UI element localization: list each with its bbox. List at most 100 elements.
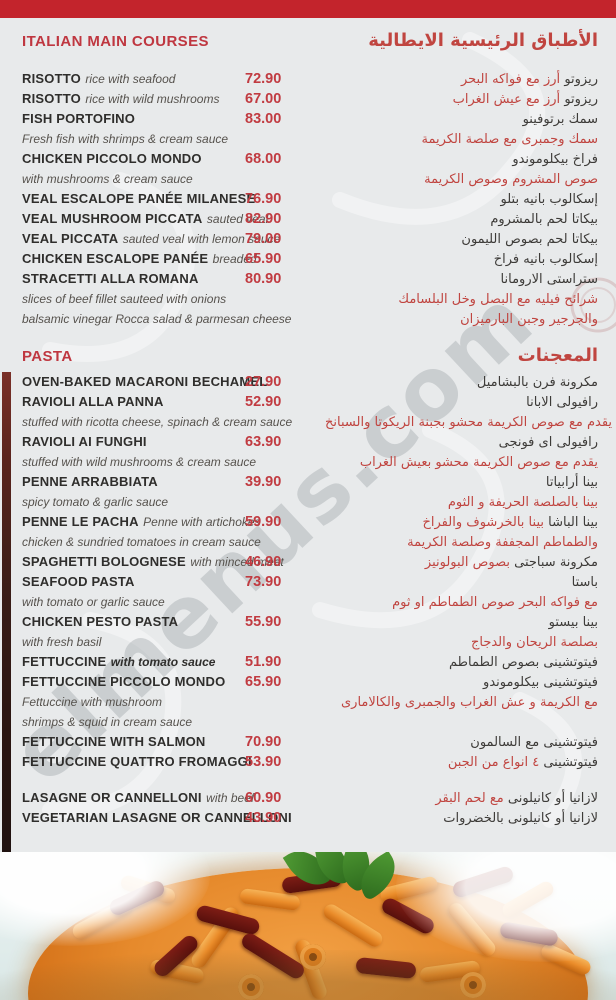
item-name: SEAFOOD PASTA xyxy=(22,574,135,589)
menu-item-desc-row: with fresh basil بصلصة الريحان والدجاج xyxy=(22,632,598,652)
section-gap xyxy=(22,772,598,788)
menu-section: ITALIAN MAIN COURSES الأطباق الرئيسية الا… xyxy=(22,30,598,329)
item-subtext-ar: شرائح فيليه مع البصل وخل البلسامك xyxy=(398,292,598,307)
menu-item-row: CHICKEN ESCALOPE PANÉE breaded 65.90 إسكال… xyxy=(22,249,598,269)
menu-item-desc-row: Fettuccine with mushroom مع الكريمة و عش … xyxy=(22,692,598,712)
item-name-ar: رافيولى اى فونجى xyxy=(498,435,598,450)
section-title-en: PASTA xyxy=(22,348,73,365)
left-photo-edge-strip xyxy=(2,372,11,854)
item-price: 27.90 xyxy=(245,374,282,390)
item-desc: with beef xyxy=(206,791,255,805)
item-name: VEAL PICCATA xyxy=(22,231,119,246)
item-desc: sauted veal xyxy=(206,212,269,226)
item-arabic-cell: إسكالوب بانيه بتلو xyxy=(325,190,598,210)
item-english-cell: RAVIOLI AI FUNGHI xyxy=(22,432,245,452)
item-name: RISOTTO xyxy=(22,71,81,86)
item-name-ar: باستا xyxy=(571,575,598,590)
item-price: 51.90 xyxy=(245,654,282,670)
item-name: LASAGNE OR CANNELLONI xyxy=(22,790,202,805)
penne-tube xyxy=(460,972,486,998)
item-subtext: spicy tomato & garlic sauce xyxy=(22,495,169,509)
menu-item-row: RISOTTO rice with seafood 72.90 ريزوتو أرز… xyxy=(22,69,598,89)
item-subtext: Fresh fish with shrimps & cream sauce xyxy=(22,132,229,146)
item-price: 55.90 xyxy=(245,614,282,630)
item-arabic-cell: إسكالوب بانيه فراخ xyxy=(325,250,598,270)
item-arabic-cell: مع الكريمة و عش الغراب والجمبرى والكالام… xyxy=(325,693,598,713)
item-name-ar: رافيولى الابانا xyxy=(526,395,598,410)
item-price: 79.00 xyxy=(245,231,282,247)
item-price: 70.90 xyxy=(245,734,282,750)
item-price: 59.90 xyxy=(245,514,282,530)
item-name-ar: ستراستى الارومانا xyxy=(500,272,598,287)
item-arabic-cell: مكرونة سباجتى بصوص البولونيز xyxy=(325,553,598,573)
item-name-ar: مكرونة سباجتى xyxy=(514,555,598,570)
item-desc-ar: بينا بالخرشوف والفراخ xyxy=(422,515,544,530)
item-price: 83.00 xyxy=(245,111,282,127)
dish-photo xyxy=(0,852,616,1000)
item-english-cell: RAVIOLI ALLA PANNA xyxy=(22,392,245,412)
item-name-ar: بينا الباشا xyxy=(548,515,598,530)
item-price: 46.90 xyxy=(245,554,282,570)
item-desc-ar: أرز مع فواكه البحر xyxy=(460,72,561,87)
item-desc-ar: ٤ انواع من الجبن xyxy=(447,755,540,770)
item-arabic-cell: فيتوتشينى بصوص الطماطم xyxy=(325,653,598,673)
item-price: 63.90 xyxy=(245,434,282,450)
item-arabic-cell: مع فواكه البحر صوص الطماطم او ثوم xyxy=(325,593,598,613)
item-subtext: shrimps & squid in cream sauce xyxy=(22,715,193,729)
item-subtext: stuffed with wild mushrooms & cream sauc… xyxy=(22,455,257,469)
menu-item-row: CHICKEN PESTO PASTA 55.90 بينا بيستو xyxy=(22,612,598,632)
menu-content: ITALIAN MAIN COURSES الأطباق الرئيسية الا… xyxy=(22,30,612,828)
item-arabic-cell: باستا xyxy=(325,573,598,593)
item-desc-ar: بصوص البولونيز xyxy=(424,555,510,570)
item-price: 65.90 xyxy=(245,674,282,690)
item-subtext: slices of beef fillet sauteed with onion… xyxy=(22,292,227,306)
section-header: ITALIAN MAIN COURSES الأطباق الرئيسية الا… xyxy=(22,30,598,51)
menu-item-row: FETTUCCINE WITH SALMON 70.90 فيتوتشينى مع … xyxy=(22,732,598,752)
menu-section: PASTA المعجنات OVEN-BAKED MACARONI BECHAME… xyxy=(22,345,612,828)
item-name-ar: سمك برتوفينو xyxy=(522,112,598,127)
menu-item-row: CHICKEN PICCOLO MONDO 68.00 فراخ بيكلوموند… xyxy=(22,149,598,169)
item-english-cell: STRACETTI ALLA ROMANA xyxy=(22,269,245,289)
item-desc: breaded xyxy=(212,252,257,266)
item-name: RAVIOLI AI FUNGHI xyxy=(22,434,147,449)
item-english-cell: SEAFOOD PASTA xyxy=(22,572,245,592)
item-price: 60.90 xyxy=(245,790,282,806)
item-name: PENNE ARRABBIATA xyxy=(22,474,158,489)
item-english-cell: FETTUCCINE QUATTRO FROMAGGI xyxy=(22,752,252,772)
item-english-cell: RISOTTO rice with wild mushrooms xyxy=(22,89,245,109)
item-arabic-cell: رافيولى الابانا xyxy=(325,393,598,413)
plate-bottom-shadow xyxy=(0,950,616,1000)
item-arabic-cell: يقدم مع صوص الكريمة محشو بجبنة الريكوتا … xyxy=(325,413,612,433)
item-name-ar: إسكالوب بانيه فراخ xyxy=(493,252,598,267)
item-subtext-ar: صوص المشروم وصوص الكريمة xyxy=(424,172,598,187)
item-name: CHICKEN PESTO PASTA xyxy=(22,614,179,629)
item-name: FETTUCCINE WITH SALMON xyxy=(22,734,206,749)
item-arabic-cell: بينا بالصلصة الحريفة و الثوم xyxy=(325,493,598,513)
item-subtext-ar: يقدم مع صوص الكريمة محشو بجبنة الريكوتا … xyxy=(325,415,613,430)
item-subtext-ar: سمك وجمبرى مع صلصة الكريمة xyxy=(421,132,599,147)
item-name-ar: بينا بيستو xyxy=(548,615,598,630)
penne-tube xyxy=(238,974,264,1000)
item-price: 80.90 xyxy=(245,271,282,287)
item-arabic-cell: بينا أرابياتا xyxy=(325,473,598,493)
menu-item-desc-row: balsamic vinegar Rocca salad & parmesan … xyxy=(22,309,598,329)
item-name-ar: ريزوتو xyxy=(564,92,598,107)
item-name: FISH PORTOFINO xyxy=(22,111,136,126)
item-subtext-ar: بينا بالصلصة الحريفة و الثوم xyxy=(447,495,598,510)
item-arabic-cell: والطماطم المجففة وصلصة الكريمة xyxy=(325,533,598,553)
item-name: FETTUCCINE PICCOLO MONDO xyxy=(22,674,226,689)
menu-item-desc-row: stuffed with wild mushrooms & cream sauc… xyxy=(22,452,598,472)
item-subtext-ar: والطماطم المجففة وصلصة الكريمة xyxy=(407,535,598,550)
section-title-ar: الأطباق الرئيسية الايطالية xyxy=(368,30,598,51)
item-price: 53.90 xyxy=(245,754,282,770)
item-name-ar: إسكالوب بانيه بتلو xyxy=(500,192,598,207)
item-english-cell: CHICKEN PESTO PASTA xyxy=(22,612,245,632)
section-header: PASTA المعجنات xyxy=(22,345,598,366)
item-english-cell: VEAL PICCATA sauted veal with lemon sauc… xyxy=(22,229,280,249)
item-name: VEAL MUSHROOM PICCATA xyxy=(22,211,203,226)
item-arabic-cell: يقدم مع صوص الكريمة محشو بعيش الغراب xyxy=(325,453,598,473)
item-name: PENNE LE PACHA xyxy=(22,514,139,529)
top-red-bar xyxy=(0,0,616,18)
item-arabic-cell: بيكاتا لحم بالمشروم xyxy=(325,210,598,230)
item-arabic-cell: لازانيا أو كانيلونى مع لحم البقر xyxy=(325,789,598,809)
